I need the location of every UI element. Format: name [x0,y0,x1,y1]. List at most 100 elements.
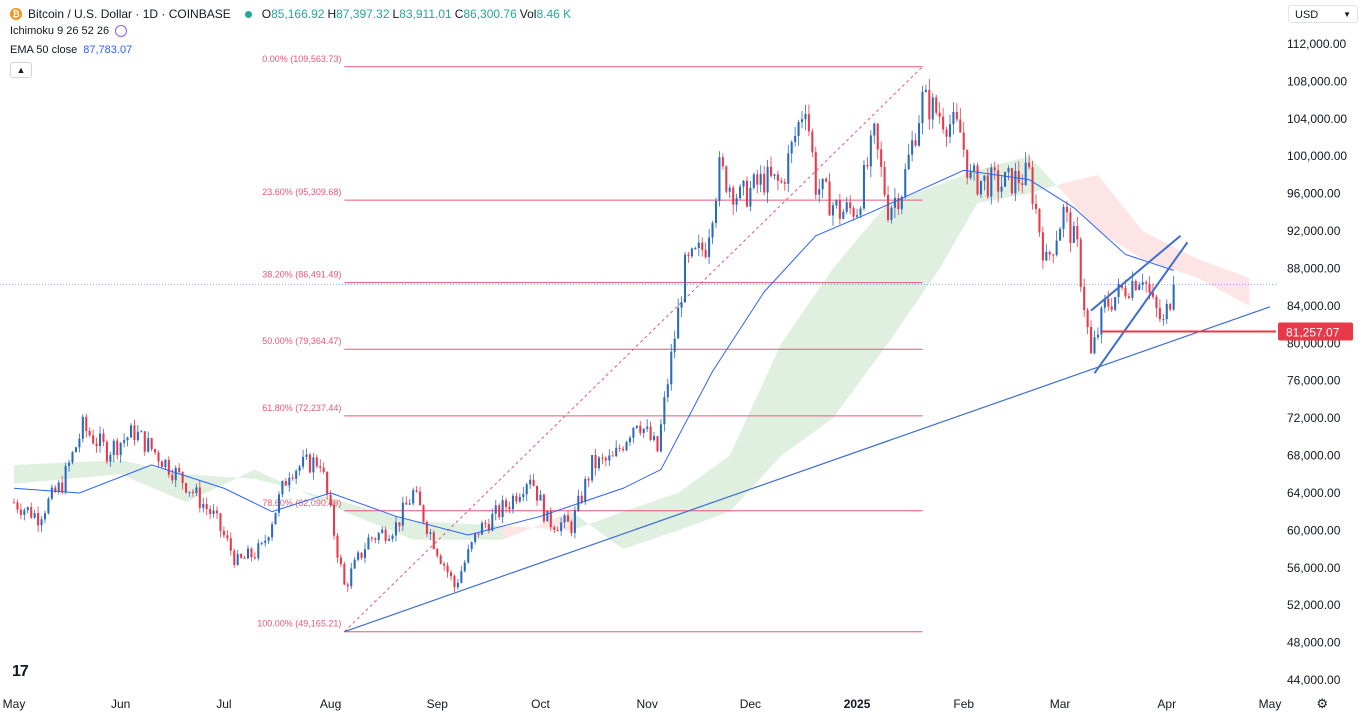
candle-body [511,495,514,510]
candle-body [1145,282,1148,284]
candle-body [773,174,776,176]
ohlc-key: C [454,7,464,21]
candle-body [811,131,814,153]
chart-legend-header: ₿ Bitcoin / U.S. Dollar · 1D · COINBASE … [10,7,574,21]
candle-body [1090,326,1093,354]
gear-icon[interactable]: ⚙ [1316,696,1328,711]
x-tick-label: Nov [636,697,657,711]
tradingview-logo-icon[interactable]: 17 [12,663,29,680]
ohlc-value: 87,397.32 [336,7,390,21]
y-tick-label: 64,000.00 [1287,486,1341,500]
candle-body [711,223,714,238]
x-tick-label: Dec [740,697,761,711]
candle-body [202,504,205,508]
candle-body [129,425,133,438]
candle-body [701,242,704,250]
ichimoku-legend[interactable]: Ichimoku 9 26 52 26 [10,25,128,37]
y-tick-label: 60,000.00 [1287,523,1341,537]
candle-body [360,552,363,558]
ohlc-key: Vol [519,7,537,21]
candle-body [1083,286,1086,311]
y-tick-label: 100,000.00 [1287,149,1347,163]
candle-body [449,572,453,576]
candle-body [1034,203,1038,209]
candle-body [319,466,322,468]
candle-body [725,166,728,192]
candle-body [931,97,934,120]
candle-body [219,513,222,531]
candle-body [205,504,208,509]
candle-body [12,502,16,504]
candle-body [463,562,466,572]
candle-body [518,496,521,502]
candle-body [133,425,136,441]
candle-body [178,467,181,472]
currency-selector[interactable]: USD ▼ [1288,5,1358,23]
candle-body [384,529,387,541]
candle-body [1148,283,1151,293]
candle-body [23,510,26,515]
ema50-line [13,169,1174,536]
candle-body [50,487,53,499]
candle-body [1024,162,1027,185]
candle-body [167,459,170,475]
chevron-up-icon[interactable]: ▲ [10,62,32,78]
symbol-title[interactable]: Bitcoin / U.S. Dollar · 1D · COINBASE [28,7,231,21]
candle-body [542,494,545,522]
candle-body [732,187,735,205]
candle-body [1014,170,1017,194]
candle-body [866,164,869,167]
candle-body [739,186,742,199]
candle-body [353,559,356,569]
candle-body [997,170,1000,192]
x-tick-label: Jul [216,697,231,711]
candle-body [377,533,380,540]
candle-body [976,165,979,195]
fib-level-label: 50.00% (79,364.47) [262,336,341,346]
candle-body [948,124,952,137]
candle-body [959,119,962,133]
candle-body [831,205,835,216]
candle-body [539,494,542,501]
candle-body [776,174,779,181]
candle-body [742,180,745,187]
y-tick-label: 84,000.00 [1287,299,1341,313]
candle-body [226,535,229,539]
refresh-icon[interactable] [115,25,128,37]
candle-body [19,509,22,515]
candle-body [1169,303,1172,310]
candle-body [1000,186,1003,192]
candle-body [862,164,865,209]
candle-body [54,487,57,492]
ema-legend[interactable]: EMA 50 close 87,783.07 [10,44,132,56]
candle-body [952,111,955,125]
candle-body [312,457,315,473]
candle-body [408,503,411,505]
candle-body [119,442,122,456]
candle-body [1141,282,1144,285]
candle-body [969,170,972,178]
candle-body [116,440,119,456]
candle-body [271,524,274,538]
candle-body [845,202,848,212]
candle-body [233,550,236,565]
candle-body [766,166,769,193]
x-tick-label: Mar [1050,697,1071,711]
ichimoku-cloud-segment [939,170,978,269]
y-tick-label: 68,000.00 [1287,449,1341,463]
x-tick-label: 2025 [844,697,871,711]
candle-body [92,435,95,444]
candle-body [714,200,718,224]
bitcoin-logo-icon: ₿ [10,8,22,20]
candlestick-series [12,78,1175,592]
candle-body [759,173,762,185]
candle-body [47,498,50,514]
candle-body [639,425,642,434]
candle-body [456,582,459,588]
candle-body [1079,239,1082,287]
candle-body [1107,298,1110,307]
candle-body [498,505,501,518]
candle-body [1155,296,1158,309]
